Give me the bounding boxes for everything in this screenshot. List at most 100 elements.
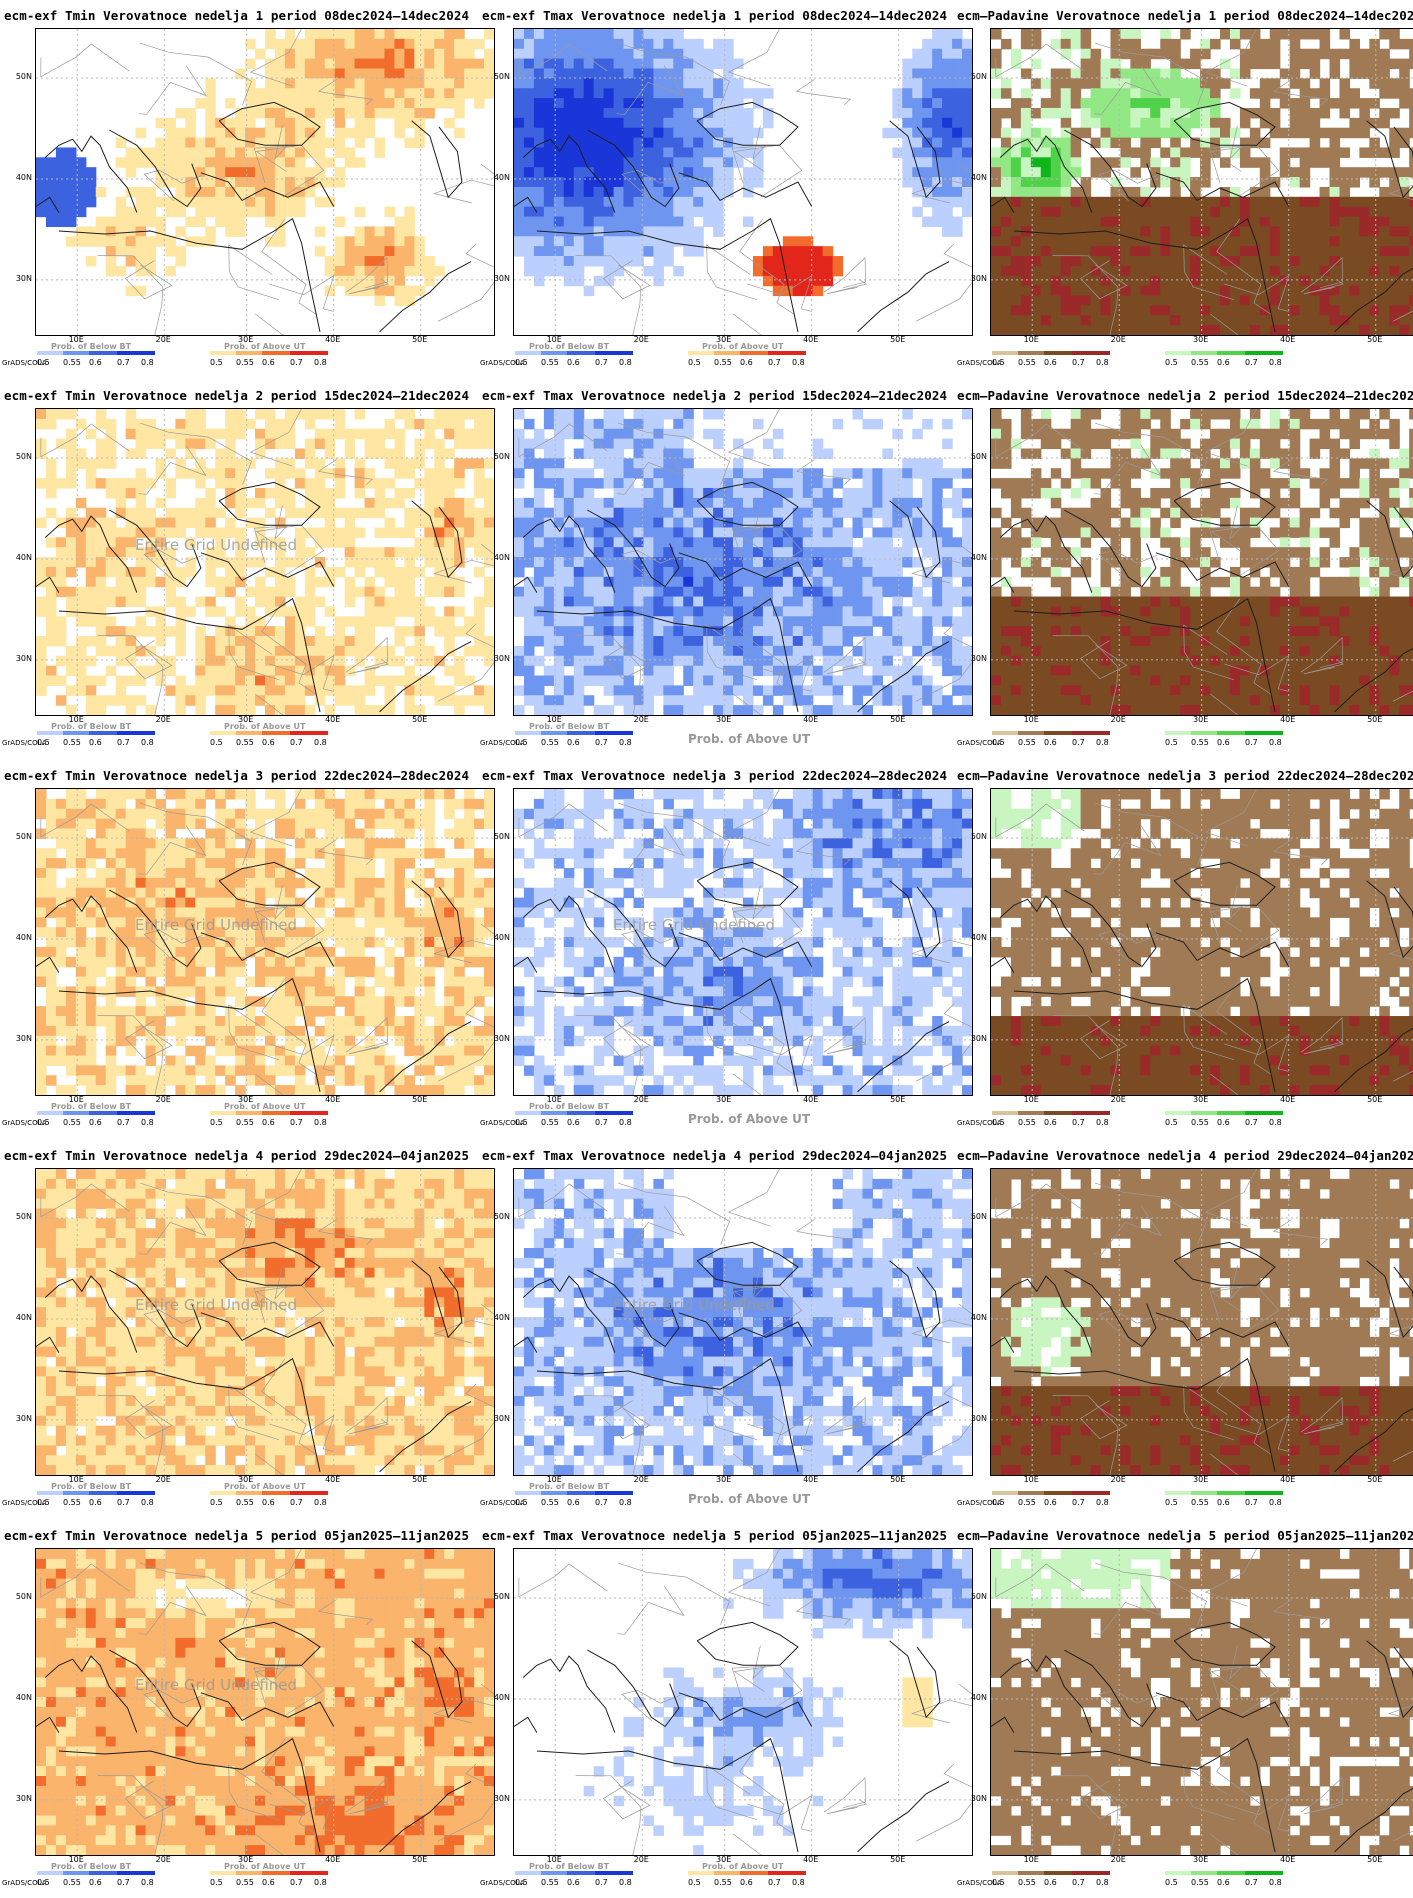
colorbar-strip: [515, 351, 633, 355]
grid-cell: [1389, 286, 1400, 296]
grid-cell: [1399, 286, 1410, 296]
grid-cell: [285, 606, 296, 616]
grid-cell: [544, 478, 555, 488]
grid-cell: [46, 207, 57, 217]
grid-cell: [991, 167, 1002, 177]
grid-cell: [1061, 68, 1072, 78]
grid-cell: [823, 587, 834, 597]
grid-cell: [614, 147, 625, 157]
grid-cell: [464, 616, 475, 626]
grid-cell: [703, 666, 714, 676]
grid-cell: [1389, 296, 1400, 306]
grid-cell: [564, 468, 575, 478]
grid-cell: [96, 616, 107, 626]
grid-cell: [643, 468, 654, 478]
grid-cell: [126, 695, 137, 705]
grid-cell: [813, 266, 824, 276]
grid-cell: [833, 636, 844, 646]
grid-cell: [584, 207, 595, 217]
grid-cell: [66, 157, 77, 167]
grid-cell: [1061, 108, 1072, 118]
grid-cell: [205, 88, 216, 98]
grid-cell: [1170, 108, 1181, 118]
grid-cell: [663, 646, 674, 656]
grid-cell: [1101, 305, 1112, 315]
grid-cell: [793, 597, 804, 607]
grid-cell: [733, 587, 744, 597]
grid-cell: [86, 676, 97, 686]
grid-cell: [872, 646, 883, 656]
grid-cell: [136, 567, 147, 577]
grid-cell: [165, 266, 176, 276]
grid-cell: [763, 616, 774, 626]
grid-cell: [643, 646, 654, 656]
grid-cell: [653, 597, 664, 607]
grid-cell: [564, 226, 575, 236]
grid-cell: [922, 606, 933, 616]
grid-cell: [1091, 197, 1102, 207]
grid-cell: [355, 636, 366, 646]
grid-cell: [265, 128, 276, 138]
grid-cell: [564, 429, 575, 439]
grid-cell: [345, 527, 356, 537]
grid-cell: [444, 587, 455, 597]
grid-cell: [594, 577, 605, 587]
grid-cell: [414, 39, 425, 49]
grid-cell: [1101, 128, 1112, 138]
grid-cell: [1120, 39, 1131, 49]
grid-cell: [1091, 305, 1102, 315]
grid-cell: [404, 626, 415, 636]
grid-cell: [1051, 78, 1062, 88]
grid-cell: [255, 656, 266, 666]
grid-cell: [355, 488, 366, 498]
grid-cell: [175, 419, 186, 429]
grid-cell: [394, 296, 405, 306]
grid-cell: [1081, 296, 1092, 306]
grid-cell: [86, 577, 97, 587]
grid-cell: [942, 646, 953, 656]
grid-cell: [703, 685, 714, 695]
grid-cell: [195, 626, 206, 636]
grid-cell: [255, 577, 266, 587]
grid-cell: [833, 537, 844, 547]
grid-cell: [693, 157, 704, 167]
grid-cell: [862, 478, 873, 488]
grid-cell: [584, 68, 595, 78]
grid-cell: [803, 547, 814, 557]
grid-cell: [1409, 305, 1413, 315]
grid-cell: [1180, 147, 1191, 157]
grid-cell: [1120, 207, 1131, 217]
grid-cell: [564, 676, 575, 686]
grid-cell: [1091, 325, 1102, 335]
colorbar-tick: 0.8: [619, 358, 632, 367]
colorbar-strip: [37, 351, 155, 355]
grid-cell: [1220, 276, 1231, 286]
grid-cell: [1270, 197, 1281, 207]
grid-cell: [365, 108, 376, 118]
grid-cell: [1409, 59, 1413, 69]
grid-cell: [673, 217, 684, 227]
grid-cell: [564, 207, 575, 217]
grid-cell: [862, 468, 873, 478]
grid-cell: [36, 685, 47, 695]
grid-cell: [1409, 296, 1413, 306]
grid-cell: [763, 276, 774, 286]
grid-cell: [315, 626, 326, 636]
grid-cell: [663, 498, 674, 508]
grid-cell: [1041, 246, 1052, 256]
grid-cell: [1190, 217, 1201, 227]
grid-cell: [574, 478, 585, 488]
grid-cell: [991, 256, 1002, 266]
grid-cell: [136, 626, 147, 636]
grid-cell: [295, 59, 306, 69]
grid-cell: [733, 78, 744, 88]
grid-cell: [1130, 118, 1141, 128]
grid-cell: [1051, 187, 1062, 197]
grid-cell: [1160, 98, 1171, 108]
grid-cell: [643, 498, 654, 508]
grid-cell: [1061, 118, 1072, 128]
grid-cell: [653, 266, 664, 276]
grid-cell: [614, 676, 625, 686]
grid-cell: [991, 29, 1002, 39]
grid-cell: [375, 705, 386, 715]
